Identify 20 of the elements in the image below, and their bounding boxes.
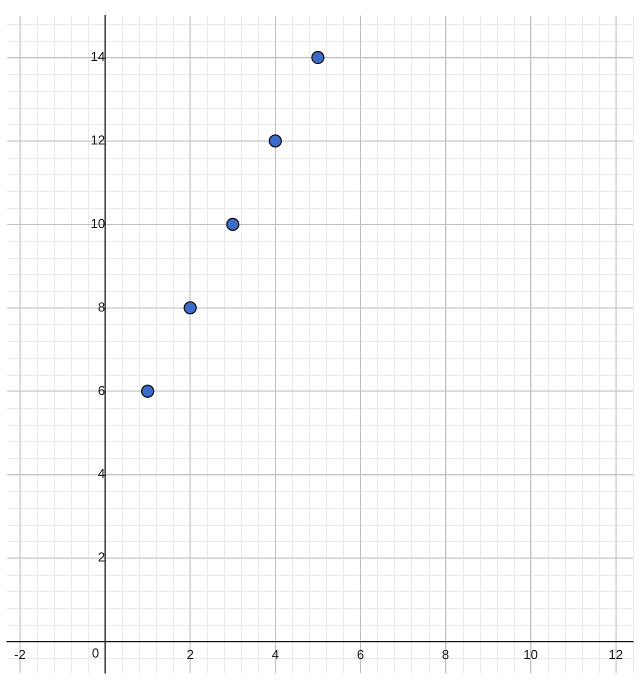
point xyxy=(268,134,282,148)
x-tick-label: -2 xyxy=(14,646,26,662)
y-tick-label: 10 xyxy=(90,216,106,231)
x-tick-label: 6 xyxy=(356,646,364,662)
x-tick-label: 2 xyxy=(186,646,194,662)
x-tick-label: 10 xyxy=(523,646,538,662)
y-tick-label: 8 xyxy=(98,299,106,314)
x-tick-label: 12 xyxy=(608,646,624,662)
x-tick-label: 4 xyxy=(272,646,279,662)
x-tick-label: 0 xyxy=(92,646,100,661)
point xyxy=(311,50,324,64)
y-tick-label: 2 xyxy=(98,550,106,565)
point xyxy=(184,301,197,314)
point xyxy=(226,218,240,231)
y-tick-label: 6 xyxy=(98,382,106,398)
x-tick-label: 8 xyxy=(442,646,450,662)
y-tick-label: 14 xyxy=(90,49,106,64)
y-tick-label: 4 xyxy=(98,466,106,482)
point xyxy=(141,384,154,398)
y-tick-label: 12 xyxy=(90,132,106,148)
